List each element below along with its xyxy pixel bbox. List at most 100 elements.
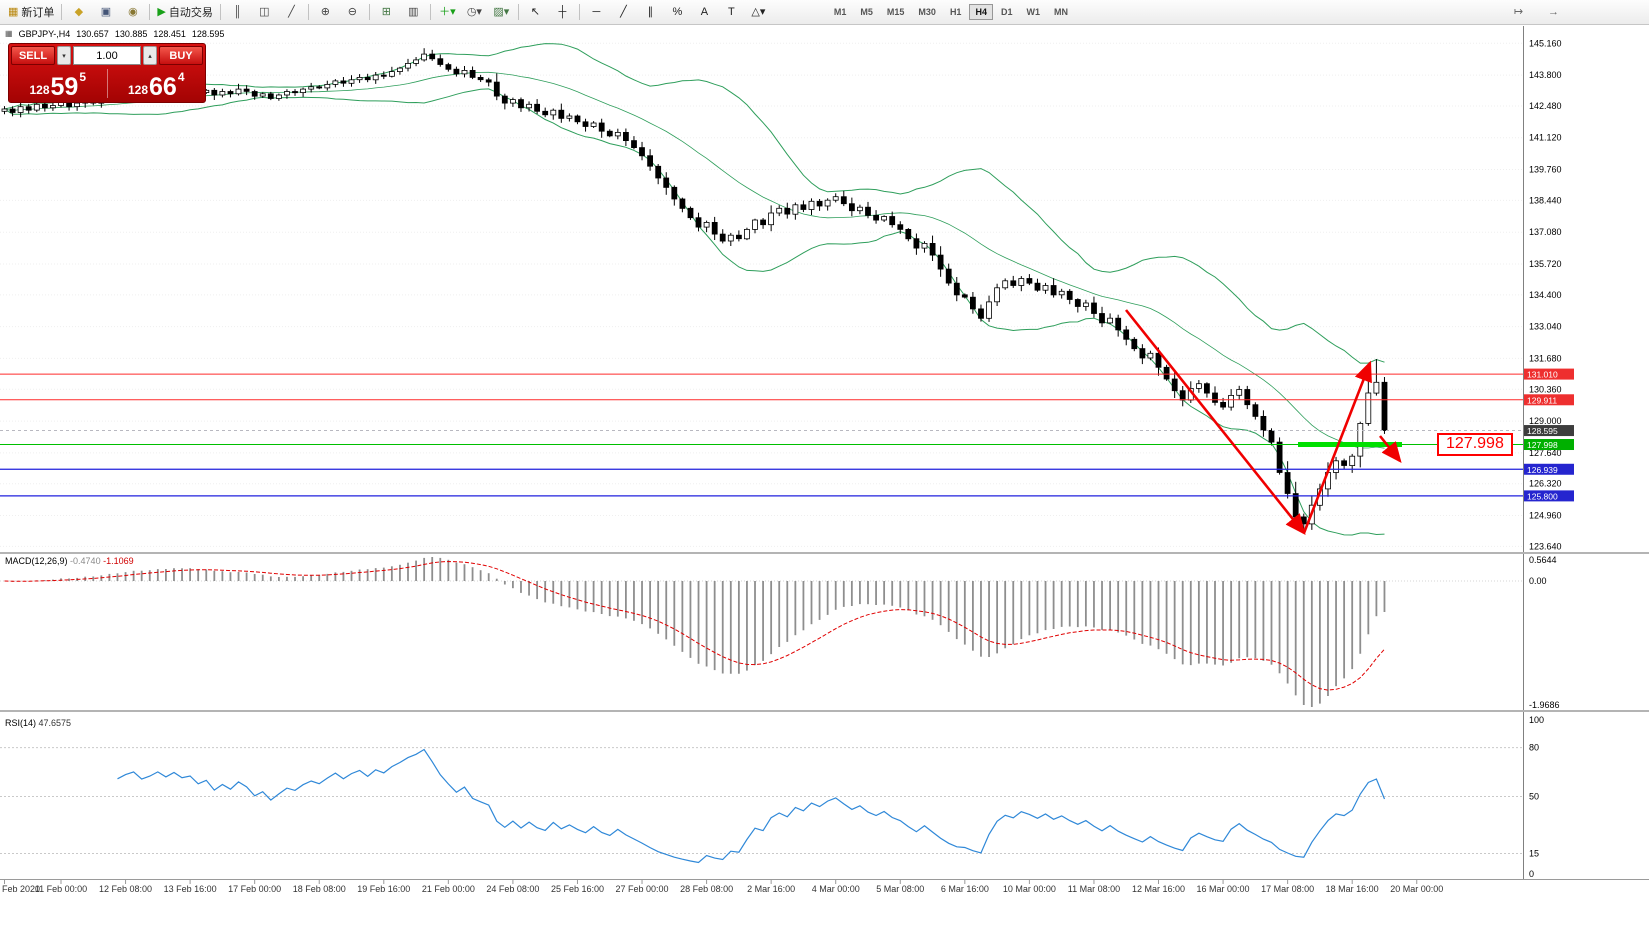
- zoom-out-icon: ⊖: [347, 5, 357, 18]
- svg-text:0.5644: 0.5644: [1529, 555, 1557, 565]
- chart-shift-button[interactable]: ↦: [1505, 2, 1532, 23]
- target-price-label[interactable]: 127.998: [1437, 433, 1513, 456]
- volume-input[interactable]: [73, 46, 141, 65]
- auto-scroll-button[interactable]: →: [1540, 2, 1567, 23]
- trendline-button[interactable]: ╱: [610, 2, 637, 23]
- shapes-button[interactable]: △▾: [745, 2, 772, 23]
- timeframe-m1-button[interactable]: M1: [833, 7, 847, 17]
- cursor-icon: ↖: [530, 5, 540, 18]
- ask-price-button[interactable]: 128 66 4: [110, 67, 204, 100]
- text-button[interactable]: A: [691, 2, 718, 23]
- svg-text:145.160: 145.160: [1529, 38, 1562, 48]
- one-click-trading-panel: SELL ▾ ▴ BUY 128 59 5 128 66 4: [8, 43, 206, 103]
- svg-text:125.800: 125.800: [1527, 491, 1558, 501]
- candles-chart-type-button[interactable]: ◫: [251, 2, 278, 23]
- macd-indicator-label: MACD(12,26,9) -0.4740 -1.1069: [5, 556, 134, 566]
- svg-text:27 Feb 00:00: 27 Feb 00:00: [616, 884, 669, 894]
- svg-text:20 Mar 00:00: 20 Mar 00:00: [1390, 884, 1443, 894]
- timeframe-m15-button[interactable]: M15: [886, 7, 905, 17]
- svg-text:15: 15: [1529, 849, 1539, 859]
- account-button[interactable]: ◆: [65, 2, 92, 23]
- news-button[interactable]: ◉: [119, 2, 146, 23]
- horizontal-lines[interactable]: [0, 373, 1523, 497]
- new-order-label: 新订单: [21, 7, 55, 19]
- strategy-tester-button[interactable]: ▥: [400, 2, 427, 23]
- bid-price-button[interactable]: 128 59 5: [11, 67, 105, 100]
- svg-text:0: 0: [1529, 869, 1534, 879]
- svg-text:50: 50: [1529, 792, 1539, 802]
- volume-decrease-button[interactable]: ▾: [57, 46, 71, 65]
- timeframe-m30-button[interactable]: M30: [918, 7, 936, 17]
- svg-text:18 Feb 08:00: 18 Feb 08:00: [293, 884, 346, 894]
- fibonacci-icon: %: [672, 5, 683, 18]
- zoom-out-button[interactable]: ⊖: [339, 2, 366, 23]
- horizontal-line-button[interactable]: ─: [583, 2, 610, 23]
- svg-text:12 Mar 16:00: 12 Mar 16:00: [1132, 884, 1185, 894]
- indicators-icon: ＋▾: [439, 5, 456, 18]
- timeframe-group: M1 M5 M15 M30 H1 H4 D1 W1 MN: [827, 4, 1075, 20]
- timeframe-mn-button[interactable]: MN: [1053, 7, 1068, 17]
- cursor-button[interactable]: ↖: [522, 2, 549, 23]
- svg-text:124.960: 124.960: [1529, 511, 1562, 521]
- timeframe-h4-button[interactable]: H4: [969, 4, 993, 20]
- bars-chart-type-button[interactable]: ║: [224, 2, 251, 23]
- macd-name: MACD(12,26,9): [5, 556, 68, 566]
- fibonacci-button[interactable]: %: [664, 2, 691, 23]
- svg-text:127.640: 127.640: [1529, 448, 1562, 458]
- trend-arrow: [1378, 435, 1402, 464]
- svg-text:126.939: 126.939: [1527, 465, 1558, 475]
- toolbar-separator: [61, 4, 63, 20]
- auto-trading-button[interactable]: ▶ 自动交易: [153, 2, 216, 23]
- bid-point: 5: [79, 70, 87, 84]
- strategy-tester-icon: ▥: [408, 5, 419, 18]
- svg-text:128.595: 128.595: [1527, 426, 1558, 436]
- shapes-icon: △▾: [751, 5, 766, 18]
- sell-button[interactable]: SELL: [11, 46, 55, 65]
- timeframe-w1-button[interactable]: W1: [1026, 7, 1040, 17]
- rsi-value: 47.6575: [38, 718, 72, 728]
- svg-text:126.320: 126.320: [1529, 479, 1562, 489]
- zoom-in-button[interactable]: ⊕: [312, 2, 339, 23]
- svg-text:11 Feb 00:00: 11 Feb 00:00: [35, 884, 87, 894]
- chart-shift-icon: ↦: [1513, 5, 1524, 18]
- svg-text:18 Mar 16:00: 18 Mar 16:00: [1326, 884, 1379, 894]
- print-button[interactable]: ▣: [92, 2, 119, 23]
- svg-text:25 Feb 16:00: 25 Feb 16:00: [551, 884, 604, 894]
- svg-text:100: 100: [1529, 715, 1544, 725]
- indicators-button[interactable]: ＋▾: [434, 2, 461, 23]
- crosshair-button[interactable]: ┼: [549, 2, 576, 23]
- timeframe-d1-button[interactable]: D1: [1000, 7, 1013, 17]
- tile-windows-button[interactable]: ⊞: [373, 2, 400, 23]
- symbol-title: GBPJPY-,H4: [18, 29, 71, 39]
- auto-trading-icon: ▶: [157, 5, 166, 18]
- svg-text:123.640: 123.640: [1529, 541, 1562, 551]
- rsi-name: RSI(14): [5, 718, 37, 728]
- volume-increase-button[interactable]: ▴: [143, 46, 157, 65]
- trend-arrow: [1302, 360, 1372, 534]
- chart-window-icon: ▦: [5, 29, 13, 38]
- new-order-icon: ▦: [8, 5, 19, 18]
- label-button[interactable]: T: [718, 2, 745, 23]
- timeframe-m5-button[interactable]: M5: [860, 7, 873, 17]
- svg-text:24 Feb 08:00: 24 Feb 08:00: [486, 884, 539, 894]
- templates-button[interactable]: ▨▾: [488, 2, 515, 23]
- drawn-annotations[interactable]: [1124, 309, 1402, 536]
- svg-text:11 Mar 08:00: 11 Mar 08:00: [1068, 884, 1120, 894]
- new-order-button[interactable]: ▦ 新订单: [4, 2, 58, 23]
- svg-text:127.998: 127.998: [1527, 440, 1558, 450]
- timeframe-h1-button[interactable]: H1: [949, 7, 962, 17]
- horizontal-line-icon: ─: [592, 5, 601, 18]
- svg-text:142.480: 142.480: [1529, 101, 1562, 111]
- periods-button[interactable]: ◷▾: [461, 2, 488, 23]
- toolbar-separator: [219, 4, 221, 20]
- line-chart-type-button[interactable]: ╱: [278, 2, 305, 23]
- buy-button[interactable]: BUY: [159, 46, 203, 65]
- channel-button[interactable]: ∥: [637, 2, 664, 23]
- macd-signal-value: -1.1069: [103, 556, 134, 566]
- tile-windows-icon: ⊞: [381, 5, 391, 18]
- rsi-panel: 100 80 50 15 0: [0, 715, 1544, 879]
- price-axis-tags: 131.010 129.911 128.595 127.998 126.939 125.8…: [1524, 368, 1574, 502]
